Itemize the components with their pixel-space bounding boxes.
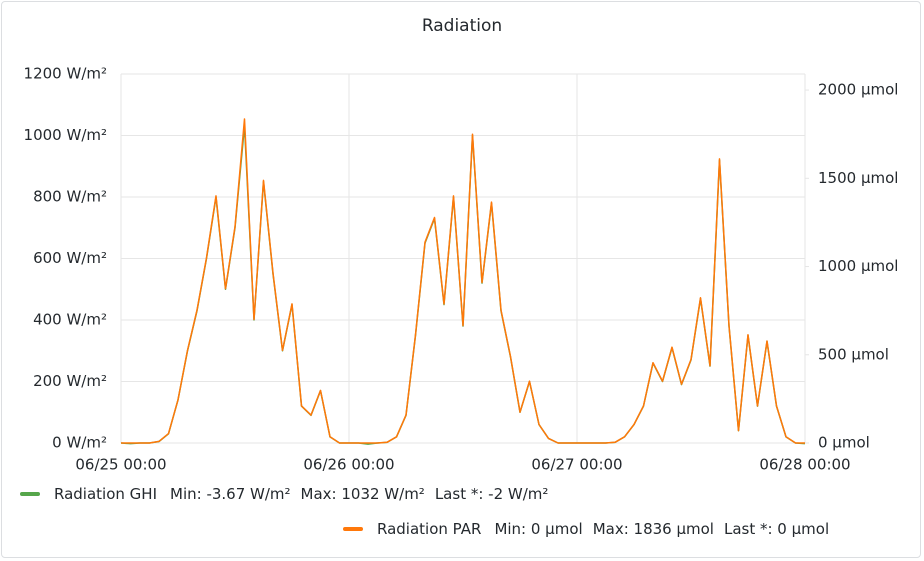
legend-label: Radiation GHI xyxy=(54,485,157,503)
series-line xyxy=(121,118,805,444)
y-tick-label: 1200 W/m² xyxy=(24,65,107,83)
y-tick-label: 200 W/m² xyxy=(33,372,107,390)
y-tick-label: 600 W/m² xyxy=(33,249,107,267)
x-tick-label: 06/27 00:00 xyxy=(531,456,622,474)
y2-tick-label: 2000 μmol xyxy=(818,81,898,99)
chart-title: Radiation xyxy=(422,16,502,36)
legend-stat: Min: -3.67 W/m² xyxy=(170,485,291,503)
legend-swatch xyxy=(20,492,40,496)
y2-tick-label: 1500 μmol xyxy=(818,169,898,187)
legend-stat: Min: 0 μmol xyxy=(494,520,583,538)
legend-stat: Max: 1032 W/m² xyxy=(300,485,425,503)
x-tick-label: 06/25 00:00 xyxy=(75,456,166,474)
legend-label: Radiation PAR xyxy=(377,520,482,538)
legend-stat: Last *: 0 μmol xyxy=(723,520,830,538)
y-tick-label: 0 W/m² xyxy=(52,434,107,452)
legend-row: Radiation GHI Min: -3.67 W/m² Max: 1032 W/… xyxy=(20,485,548,503)
legend-stat: Last *: -2 W/m² xyxy=(434,485,549,503)
y2-tick-label: 1000 μmol xyxy=(818,257,898,275)
y-tick-label: 1000 W/m² xyxy=(24,126,107,144)
y2-tick-label: 500 μmol xyxy=(818,345,889,363)
y-tick-label: 800 W/m² xyxy=(33,188,107,206)
x-tick-label: 06/28 00:00 xyxy=(759,456,850,474)
legend-stat: Max: 1836 μmol xyxy=(592,520,714,538)
y-tick-label: 400 W/m² xyxy=(33,311,107,329)
series-line xyxy=(120,124,806,445)
y2-tick-label: 0 μmol xyxy=(818,434,870,452)
x-tick-label: 06/26 00:00 xyxy=(303,456,394,474)
legend-swatch xyxy=(343,527,363,531)
legend-row: Radiation PAR Min: 0 μmol Max: 1836 μmol La… xyxy=(343,520,829,538)
